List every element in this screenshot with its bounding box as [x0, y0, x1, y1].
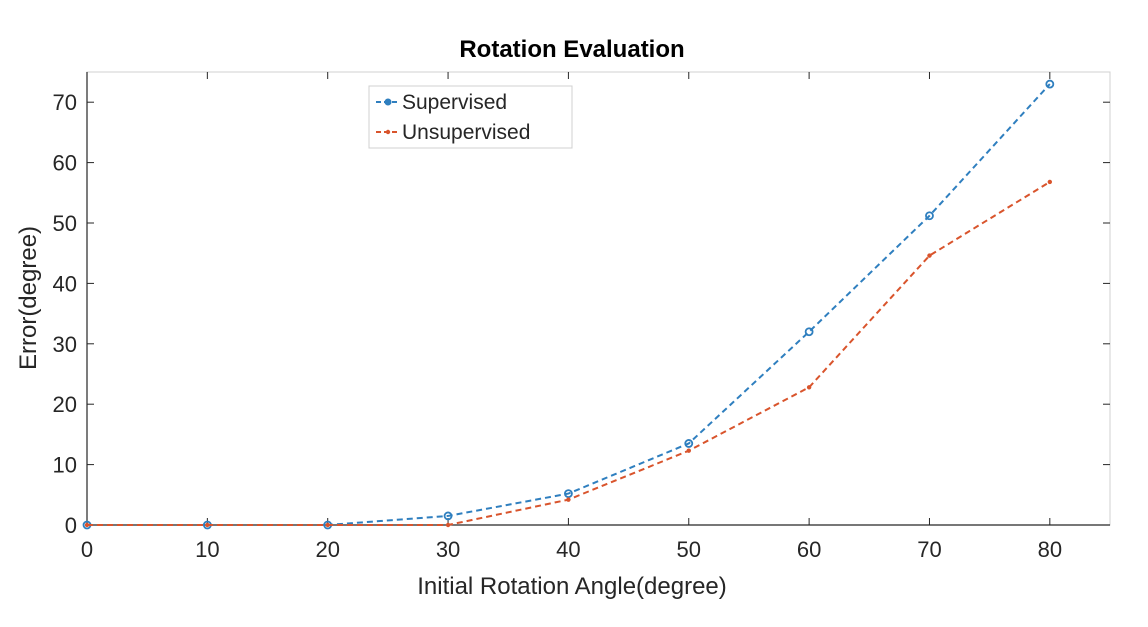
data-point-unsupervised — [686, 448, 691, 453]
y-tick-label: 10 — [53, 453, 77, 478]
series-layer — [82, 79, 1055, 530]
data-point-supervised — [564, 489, 573, 498]
x-tick-label: 30 — [436, 537, 460, 562]
legend-swatch-marker — [384, 98, 392, 106]
chart-title: Rotation Evaluation — [459, 36, 684, 63]
legend-swatch-marker — [385, 129, 391, 135]
y-tick-label: 30 — [53, 332, 77, 357]
legend-label: Unsupervised — [402, 121, 530, 144]
y-tick-label: 70 — [53, 90, 77, 115]
x-tick-label: 0 — [81, 537, 93, 562]
legend-box — [368, 85, 573, 149]
legend: Supervised Unsupervised — [368, 85, 573, 149]
y-tick-label: 20 — [53, 392, 77, 417]
data-point-unsupervised — [445, 522, 451, 528]
data-point-unsupervised — [325, 522, 330, 528]
y-tick-label: 40 — [53, 271, 77, 296]
series-line-supervised — [87, 83, 1051, 526]
x-tick-label: 50 — [677, 537, 701, 562]
y-axis-label: Error(degree) — [15, 226, 42, 370]
x-tick-label: 40 — [556, 537, 580, 562]
x-tick-group: 0 10 20 30 40 50 60 70 80 — [81, 72, 1062, 562]
x-tick-label: 20 — [315, 537, 339, 562]
y-tick-label: 60 — [53, 151, 77, 176]
data-point-supervised — [1045, 79, 1055, 89]
data-point-unsupervised — [806, 385, 812, 390]
plot-area-frame — [86, 71, 1111, 526]
data-point-unsupervised — [927, 253, 932, 258]
y-tick-label: 0 — [65, 513, 77, 538]
x-tick-label: 60 — [797, 537, 821, 562]
data-point-unsupervised — [566, 497, 571, 502]
x-tick-label: 80 — [1038, 537, 1062, 562]
y-tick-group: 0 10 20 30 40 50 60 70 — [53, 90, 1110, 538]
legend-label: Supervised — [402, 91, 507, 114]
data-point-supervised — [443, 511, 453, 521]
data-point-supervised — [925, 211, 934, 221]
x-tick-label: 70 — [917, 537, 941, 562]
data-point-supervised — [804, 327, 814, 337]
x-axis-label: Initial Rotation Angle(degree) — [417, 573, 727, 600]
data-point-unsupervised — [1047, 179, 1053, 185]
y-tick-label: 50 — [53, 211, 77, 236]
data-point-unsupervised — [84, 522, 90, 528]
data-point-unsupervised — [205, 522, 210, 528]
series-line-unsupervised — [87, 181, 1051, 526]
data-point-supervised — [684, 439, 694, 448]
x-tick-label: 10 — [195, 537, 219, 562]
